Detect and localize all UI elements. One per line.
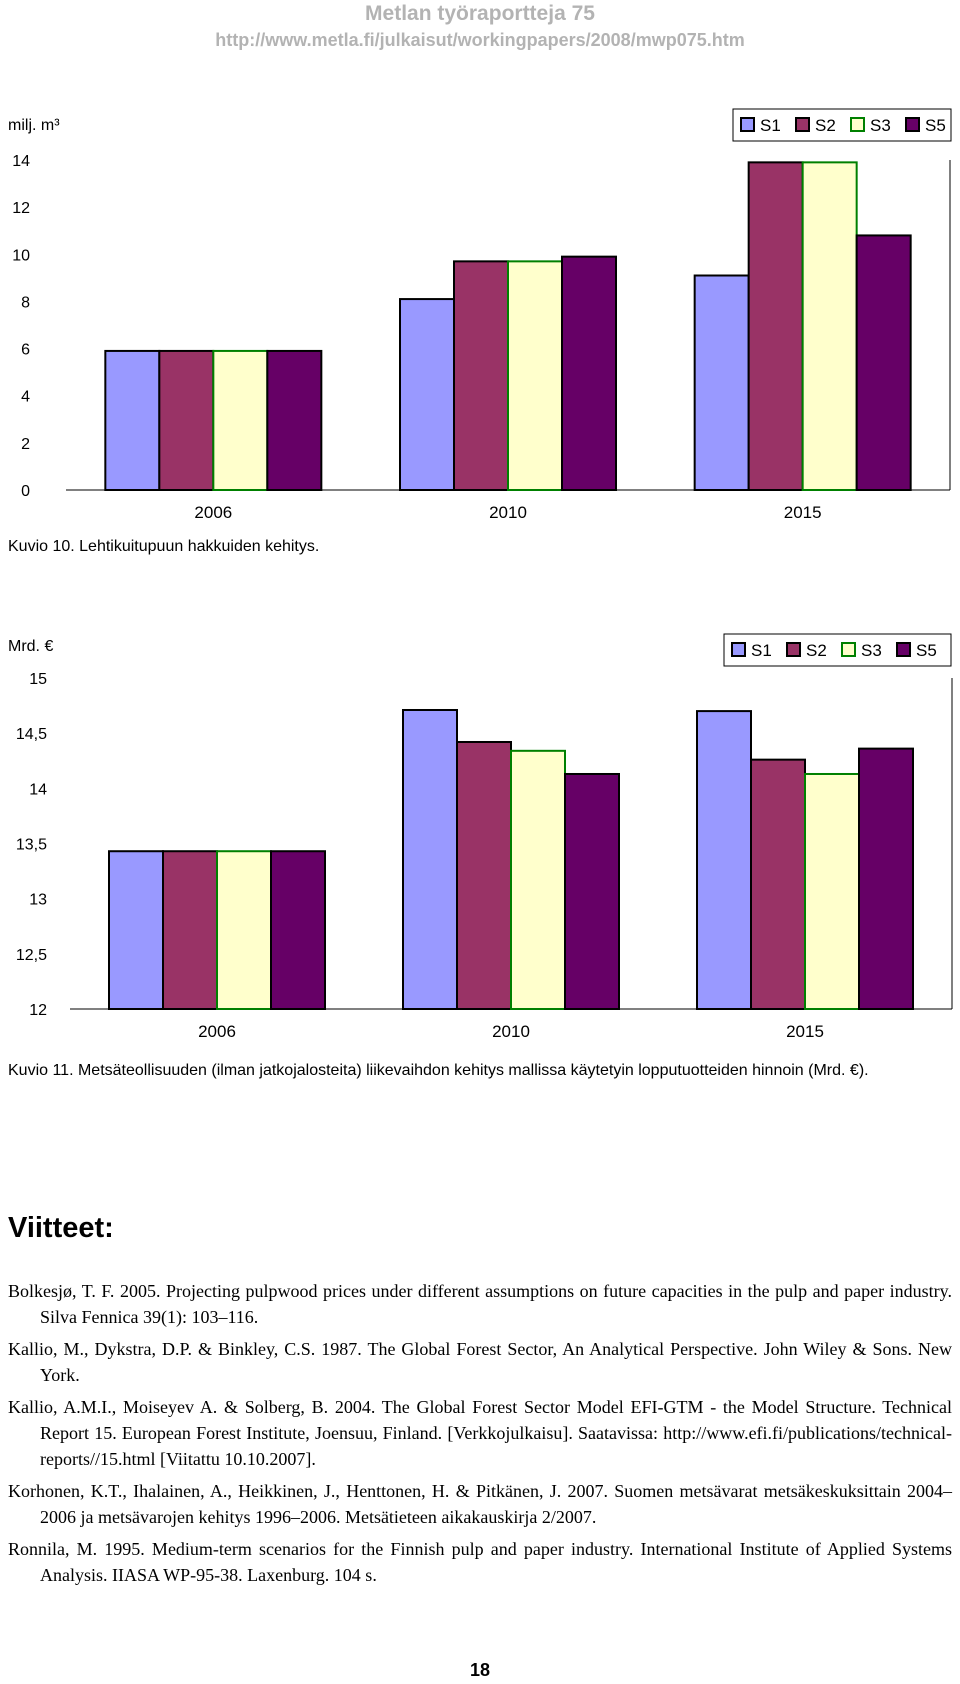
reference-item: Kallio, M., Dykstra, D.P. & Binkley, C.S…	[8, 1339, 952, 1385]
bar-s2	[162, 850, 218, 1010]
y-tick-label: 14,5	[16, 726, 47, 743]
y-tick-label: 10	[12, 247, 30, 264]
legend-label: S3	[870, 116, 891, 135]
bar-s2	[747, 161, 804, 491]
legend-label: S2	[815, 116, 836, 135]
reference-item: Kallio, A.M.I., Moiseyev A. & Solberg, B…	[8, 1397, 952, 1469]
bar-s5	[564, 772, 620, 1010]
bar-s1	[104, 349, 161, 491]
y-tick-label: 13	[29, 892, 47, 909]
bar-s1	[108, 850, 164, 1010]
reference-item: Ronnila, M. 1995. Medium-term scenarios …	[8, 1539, 952, 1585]
bar-s5	[266, 349, 323, 491]
legend-swatch-s2	[795, 117, 810, 132]
bar-s2	[750, 758, 806, 1010]
report-series-title: Metlan työraportteja 75	[365, 2, 595, 25]
bar-s2	[456, 740, 512, 1010]
y-tick-label: 2	[21, 436, 30, 453]
legend-swatch-s2	[786, 642, 801, 657]
legend-swatch-s1	[731, 642, 746, 657]
y-tick-label: 13,5	[16, 837, 47, 854]
y-tick-label: 6	[21, 342, 30, 359]
bar-s1	[696, 710, 752, 1010]
legend-label: S3	[861, 641, 882, 660]
bar-s3	[804, 772, 860, 1010]
x-tick-label: 2010	[492, 1022, 530, 1041]
bar-s1	[693, 274, 750, 491]
x-tick-label: 2010	[489, 503, 527, 522]
bar-s3	[216, 850, 272, 1010]
y-tick-label: 4	[21, 389, 30, 406]
bar-s5	[270, 850, 326, 1010]
legend-swatch-s3	[850, 117, 865, 132]
reference-item: Korhonen, K.T., Ihalainen, A., Heikkinen…	[8, 1481, 952, 1527]
legend-label: S1	[760, 116, 781, 135]
figure-11-caption: Kuvio 11. Metsäteollisuuden (ilman jatko…	[8, 1062, 869, 1079]
y-tick-label: 14	[29, 781, 47, 798]
y-tick-label: 12	[29, 1002, 47, 1019]
legend-swatch-s5	[905, 117, 920, 132]
bar-s5	[858, 747, 914, 1010]
legend-swatch-s3	[841, 642, 856, 657]
references-heading: Viitteet:	[8, 1212, 114, 1244]
legend-label: S1	[751, 641, 772, 660]
bar-s1	[402, 708, 458, 1010]
legend-label: S5	[925, 116, 946, 135]
y-axis-label: milj. m³	[8, 117, 60, 134]
y-tick-label: 12,5	[16, 947, 47, 964]
figure-10-caption: Kuvio 10. Lehtikuitupuun hakkuiden kehit…	[8, 538, 320, 555]
x-tick-label: 2015	[786, 1022, 824, 1041]
y-tick-label: 0	[21, 483, 30, 500]
y-tick-label: 14	[12, 153, 30, 170]
legend-swatch-s1	[740, 117, 755, 132]
report-url: http://www.metla.fi/julkaisut/workingpap…	[215, 30, 745, 50]
bar-s3	[801, 161, 858, 491]
bar-s1	[399, 298, 455, 492]
legend-box	[723, 633, 952, 667]
turnover-bar-chart: Mrd. € 12 12,5 13 13,5 14 14,5 15 2006 2010 2015 S1…	[8, 633, 953, 1041]
y-axis-label: Mrd. €	[8, 638, 53, 655]
bar-s5	[561, 255, 617, 491]
bar-s5	[855, 234, 912, 491]
legend-label: S5	[916, 641, 937, 660]
bar-s2	[453, 260, 509, 491]
reference-item: Bolkesjø, T. F. 2005. Projecting pulpwoo…	[8, 1281, 952, 1327]
bar-s3	[212, 349, 269, 491]
y-tick-label: 12	[12, 200, 30, 217]
x-tick-label: 2015	[784, 503, 822, 522]
y-tick-label: 15	[29, 671, 47, 688]
x-tick-label: 2006	[198, 1022, 236, 1041]
references-list: Bolkesjø, T. F. 2005. Projecting pulpwoo…	[8, 1278, 952, 1594]
page-number: 18	[469, 1660, 491, 1680]
y-tick-label: 8	[21, 294, 30, 311]
legend-label: S2	[806, 641, 827, 660]
harvest-bar-chart: milj. m³ 0 2 4 6 8 10 12 14 2006 2010 2015 S1 S2 S3 S5	[8, 108, 952, 522]
x-tick-label: 2006	[194, 503, 232, 522]
legend-swatch-s5	[896, 642, 911, 657]
bar-s3	[510, 749, 566, 1010]
